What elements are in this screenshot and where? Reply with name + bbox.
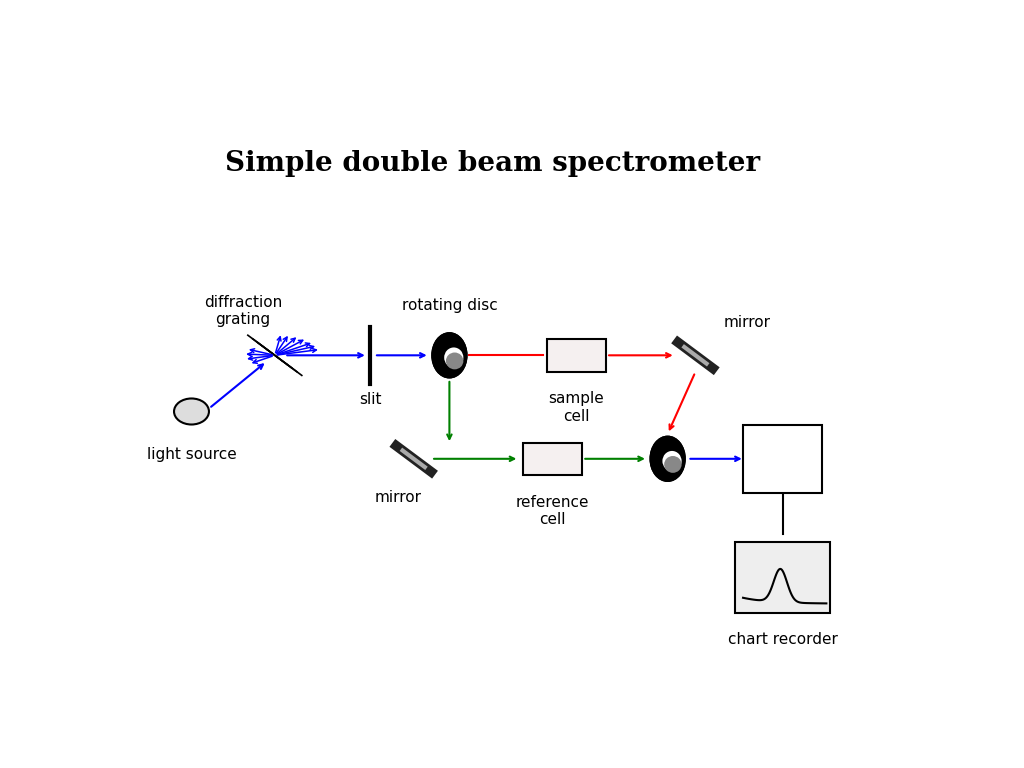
- Ellipse shape: [445, 353, 464, 369]
- Bar: [547, 339, 606, 372]
- Text: slit: slit: [358, 392, 381, 407]
- Circle shape: [174, 399, 209, 425]
- Text: mirror: mirror: [375, 490, 421, 505]
- Ellipse shape: [432, 333, 467, 378]
- Text: rotating disc: rotating disc: [401, 297, 498, 313]
- Text: reference
cell: reference cell: [516, 495, 590, 527]
- Ellipse shape: [665, 456, 682, 473]
- Text: diffraction
grating: diffraction grating: [204, 295, 283, 327]
- Text: chart recorder: chart recorder: [728, 631, 838, 647]
- Text: mirror: mirror: [724, 316, 770, 330]
- Bar: [735, 541, 830, 613]
- Text: sample
cell: sample cell: [549, 391, 604, 424]
- Bar: [523, 442, 583, 475]
- Text: light source: light source: [146, 446, 237, 462]
- Text: Simple double beam spectrometer: Simple double beam spectrometer: [225, 150, 761, 177]
- Ellipse shape: [663, 451, 682, 471]
- Text: detector
and
computer: detector and computer: [745, 434, 820, 484]
- Bar: [743, 425, 822, 493]
- Ellipse shape: [444, 347, 464, 368]
- Ellipse shape: [650, 436, 685, 482]
